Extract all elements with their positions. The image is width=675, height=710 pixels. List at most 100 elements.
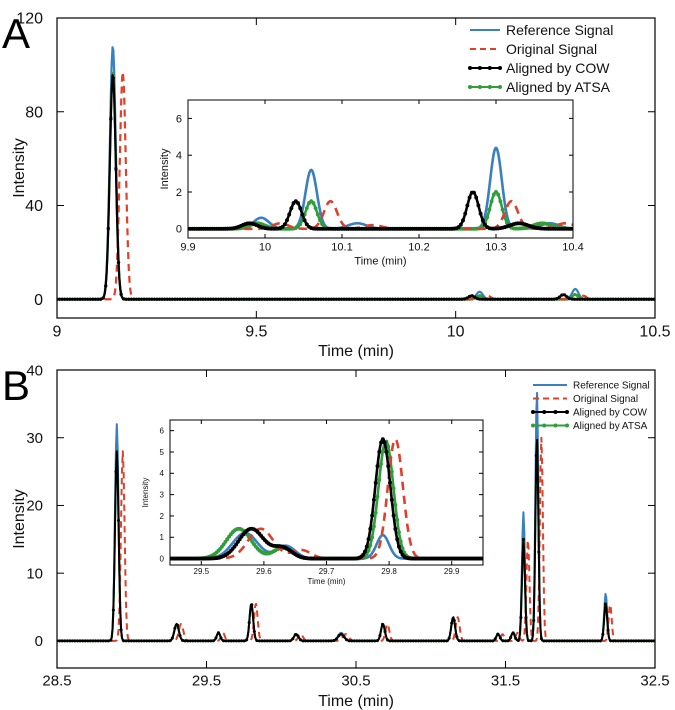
data-point-marker: [296, 634, 300, 638]
data-point-marker: [342, 635, 346, 639]
legend-label: Reference Signal: [506, 22, 613, 38]
data-point-marker: [334, 297, 338, 301]
inset-y-axis-title: Intensity: [159, 148, 171, 189]
data-point-marker: [196, 639, 200, 643]
data-point-marker: [260, 639, 264, 643]
data-point-marker: [380, 449, 385, 454]
x-tick-label: 9.5: [245, 323, 267, 340]
data-point-marker: [621, 297, 626, 301]
data-point-marker: [91, 639, 95, 643]
data-point-marker: [145, 297, 149, 301]
data-point-marker: [104, 284, 108, 288]
data-point-marker: [344, 297, 349, 301]
data-point-marker: [265, 297, 269, 301]
x-tick-label: 29.8: [381, 567, 397, 576]
data-point-marker: [486, 639, 490, 643]
data-point-marker: [627, 639, 631, 643]
data-point-marker: [480, 639, 484, 643]
data-point-marker: [644, 639, 648, 643]
data-point-marker: [160, 639, 164, 643]
data-point-marker: [421, 639, 425, 643]
data-point-marker: [204, 639, 208, 643]
data-point-marker: [445, 639, 449, 643]
data-point-marker: [631, 297, 636, 301]
legend-marker: [565, 410, 569, 414]
data-point-marker: [214, 297, 218, 301]
data-point-marker: [491, 639, 495, 643]
data-point-marker: [175, 623, 179, 627]
data-point-marker: [318, 218, 322, 223]
legend-atsa: Aligned by ATSA: [468, 79, 611, 95]
data-point-marker: [165, 297, 169, 301]
data-point-marker: [624, 297, 628, 301]
data-point-marker: [382, 440, 387, 445]
data-point-marker: [75, 297, 80, 301]
data-point-marker: [250, 297, 254, 301]
data-point-marker: [278, 297, 282, 301]
data-point-marker: [134, 639, 138, 643]
inset-x-axis-title: Time (min): [354, 255, 406, 267]
data-point-marker: [488, 297, 492, 301]
data-point-marker: [188, 297, 192, 301]
data-point-marker: [78, 297, 82, 301]
data-point-marker: [588, 297, 592, 301]
x-tick-label: 29.5: [194, 567, 210, 576]
data-point-marker: [275, 639, 279, 643]
data-point-marker: [73, 639, 77, 643]
y-tick-label: 5: [160, 448, 165, 457]
y-tick-label: 0: [176, 224, 182, 236]
data-point-marker: [403, 297, 408, 301]
data-point-marker: [560, 639, 564, 643]
data-point-marker: [401, 297, 405, 301]
x-tick-label: 10.5: [639, 323, 670, 340]
aligned-cow-markers: [188, 190, 573, 231]
data-point-marker: [83, 297, 87, 301]
data-point-marker: [183, 297, 187, 301]
data-point-marker: [368, 639, 372, 643]
legend-marker: [553, 410, 558, 414]
data-point-marker: [247, 297, 251, 301]
data-point-marker: [398, 639, 402, 643]
data-point-marker: [361, 552, 366, 557]
data-point-marker: [379, 440, 383, 445]
data-point-marker: [322, 639, 326, 643]
data-point-marker: [140, 639, 144, 643]
data-point-marker: [388, 480, 392, 485]
data-point-marker: [198, 297, 203, 301]
y-tick-label: 10: [26, 565, 43, 582]
data-point-marker: [465, 296, 469, 300]
legend-cow: Aligned by COW: [531, 408, 647, 419]
data-point-marker: [162, 297, 167, 301]
data-point-marker: [632, 639, 636, 643]
data-point-marker: [488, 639, 492, 643]
data-point-marker: [388, 297, 392, 301]
data-point-marker: [352, 297, 356, 301]
data-point-marker: [514, 297, 518, 301]
data-point-marker: [204, 297, 208, 301]
data-point-marker: [393, 639, 397, 643]
data-point-marker: [345, 638, 349, 642]
data-point-marker: [283, 639, 287, 643]
legend-marker: [477, 85, 482, 89]
data-point-marker: [129, 639, 133, 643]
data-point-marker: [124, 639, 128, 643]
y-tick-label: 4: [176, 150, 182, 162]
data-point-marker: [265, 639, 269, 643]
data-point-marker: [414, 297, 418, 301]
data-point-marker: [255, 639, 259, 643]
data-point-marker: [311, 201, 316, 206]
data-point-marker: [209, 297, 213, 301]
data-point-marker: [314, 297, 318, 301]
y-tick-label: 6: [176, 113, 182, 125]
data-point-marker: [355, 297, 359, 301]
data-point-marker: [455, 297, 459, 301]
data-point-marker: [498, 297, 503, 301]
data-point-marker: [586, 639, 590, 643]
data-point-marker: [380, 622, 384, 626]
data-point-marker: [324, 297, 328, 301]
data-point-marker: [406, 297, 410, 301]
data-point-marker: [268, 297, 272, 301]
data-point-marker: [296, 201, 300, 206]
data-point-marker: [375, 639, 379, 643]
data-point-marker: [65, 639, 69, 643]
